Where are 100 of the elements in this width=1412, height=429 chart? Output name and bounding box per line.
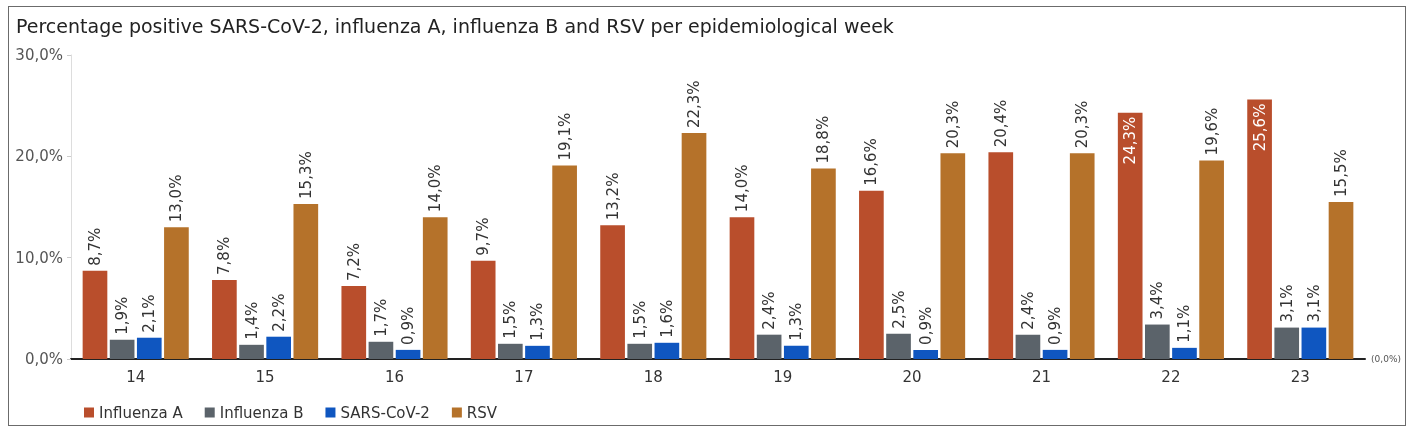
data-label: 3,1%: [1277, 284, 1296, 323]
bar: [783, 345, 809, 359]
bar: [82, 270, 108, 359]
bar: [1172, 347, 1197, 359]
legend-label: SARS-CoV-2: [340, 403, 430, 422]
data-label: 2,4%: [1018, 291, 1037, 330]
bar: [940, 153, 966, 359]
data-label: 1,7%: [371, 298, 390, 337]
x-tick-label: 20: [902, 367, 922, 386]
y-tick-label: 20,0%: [15, 147, 63, 166]
x-tick-label: 22: [1161, 367, 1181, 386]
bar: [681, 133, 707, 359]
bar: [886, 333, 911, 359]
data-label: 18,8%: [814, 115, 833, 164]
bar: [1328, 201, 1354, 359]
bar: [859, 190, 884, 359]
x-tick-label: 14: [126, 367, 146, 386]
data-label: 9,7%: [474, 217, 493, 256]
data-label: 2,2%: [269, 293, 288, 332]
data-label: 3,1%: [1304, 284, 1323, 323]
bar: [1069, 153, 1095, 359]
data-label: 1,3%: [787, 302, 806, 341]
bar: [1117, 112, 1143, 359]
bar: [600, 225, 625, 359]
data-label: 19,1%: [555, 112, 574, 161]
bar: [913, 349, 939, 359]
data-label: 1,5%: [501, 300, 520, 339]
bar: [497, 343, 523, 359]
data-label: 25,6%: [1250, 103, 1269, 152]
bar: [239, 344, 264, 359]
bar: [1144, 324, 1170, 359]
data-label: 1,1%: [1175, 304, 1194, 343]
data-label: 14,0%: [426, 164, 445, 213]
bar: [654, 342, 680, 359]
bar: [341, 286, 367, 359]
legend-label: Influenza A: [99, 403, 184, 422]
data-label: 3,4%: [1148, 281, 1167, 320]
data-label: 14,0%: [732, 164, 751, 213]
y-tick-label: 0,0%: [24, 350, 63, 368]
bar: [266, 336, 292, 359]
bar: [1274, 327, 1300, 359]
x-tick-label: 21: [1031, 367, 1052, 386]
data-label: 1,9%: [113, 296, 132, 335]
bar: [470, 260, 496, 359]
bar: [293, 203, 319, 359]
data-label: 1,4%: [242, 301, 261, 340]
x-tick-label: 15: [255, 367, 275, 386]
bar: [525, 345, 550, 359]
data-label: 13,2%: [603, 172, 622, 221]
bar: [1015, 334, 1041, 359]
bar: [552, 165, 577, 359]
bar: [136, 337, 162, 359]
legend-label: Influenza B: [219, 403, 304, 422]
y-tick-label: 10,0%: [15, 248, 63, 267]
x-tick-label: 23: [1290, 367, 1310, 386]
x-tick-label: 17: [514, 367, 534, 386]
data-label: 7,8%: [215, 236, 234, 275]
y-tick-label: 30,0%: [15, 46, 63, 64]
data-label: 0,9%: [399, 306, 418, 345]
bar: [1199, 160, 1224, 359]
data-label: 20,3%: [1073, 100, 1092, 149]
data-label: 19,6%: [1202, 107, 1221, 156]
data-label: 1,3%: [528, 302, 547, 341]
bar: [811, 168, 836, 359]
data-label: 2,5%: [889, 290, 908, 329]
data-label: 13,0%: [167, 174, 186, 223]
data-label: 20,4%: [991, 99, 1010, 148]
data-label: 16,6%: [862, 138, 881, 186]
data-label: 15,5%: [1332, 149, 1351, 197]
bar: [368, 341, 394, 359]
bar: [1247, 99, 1272, 359]
data-label: 2,4%: [760, 291, 779, 330]
bar: [395, 349, 421, 359]
data-label: 24,3%: [1121, 116, 1140, 165]
bar: [627, 343, 653, 359]
text: (0,0%): [1371, 353, 1401, 364]
bar: [212, 279, 237, 359]
bar: [422, 217, 448, 359]
legend-label: RSV: [466, 403, 498, 422]
bar: [988, 152, 1014, 359]
data-label: 20,3%: [943, 100, 962, 149]
chart-title: Percentage positive SARS-CoV-2, influenza A, influenza B and RSV per epidemiological week: [16, 14, 894, 37]
data-label: 8,7%: [85, 227, 104, 266]
data-label: 15,3%: [296, 151, 315, 199]
bar: [1042, 349, 1068, 359]
data-label: 2,1%: [140, 294, 159, 333]
x-tick-label: 19: [773, 367, 793, 386]
bar: [756, 334, 782, 359]
bar: [109, 339, 135, 359]
data-label: 1,5%: [630, 300, 649, 339]
bar: [1301, 327, 1327, 359]
data-label: 0,9%: [916, 306, 935, 345]
data-label: 1,6%: [657, 299, 676, 338]
data-label: 0,9%: [1046, 306, 1065, 345]
bar: [164, 227, 189, 359]
data-label: 7,2%: [344, 242, 363, 282]
x-tick-label: 16: [384, 367, 405, 386]
bar: [729, 217, 755, 359]
data-label: 22,3%: [685, 80, 704, 129]
x-tick-label: 18: [643, 367, 663, 386]
